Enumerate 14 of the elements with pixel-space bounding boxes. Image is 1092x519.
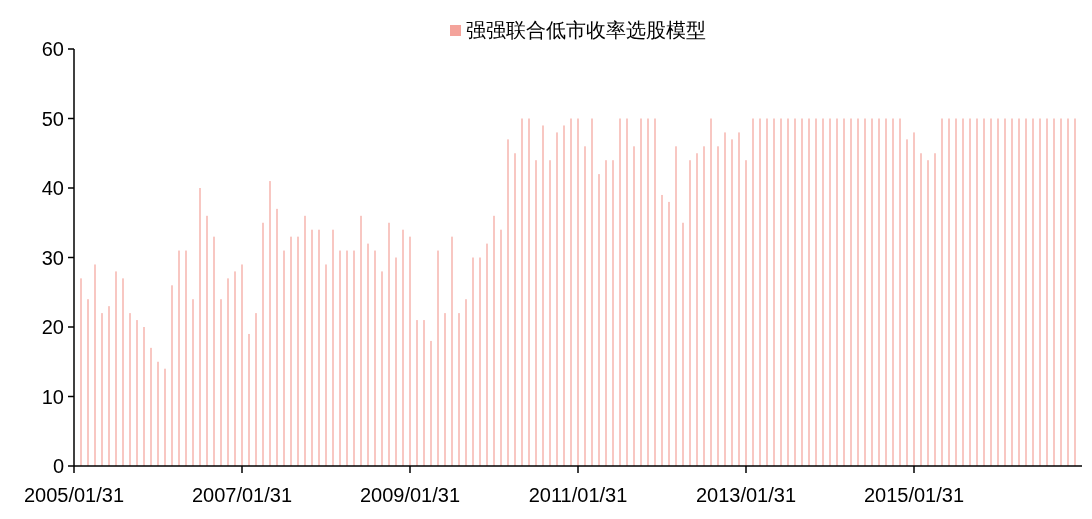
x-tick-label: 2007/01/31 [191,484,293,506]
x-tick-label: 2015/01/31 [863,484,965,506]
y-tick-label: 60 [41,38,64,60]
y-tick-label: 50 [41,107,64,130]
x-tick-label: 2011/01/31 [528,484,628,506]
x-tick-label: 2005/01/31 [23,484,125,506]
y-tick-label: 20 [41,316,64,338]
y-tick-label: 40 [41,177,64,199]
x-tick-label: 2013/01/31 [695,484,797,506]
x-tick-label: 2009/01/31 [359,484,461,506]
y-tick-label: 0 [52,455,64,477]
legend: 强强联合低市收率选股模型 [450,19,706,41]
y-tick-label: 30 [41,246,64,269]
y-tick-label: 10 [41,385,64,408]
